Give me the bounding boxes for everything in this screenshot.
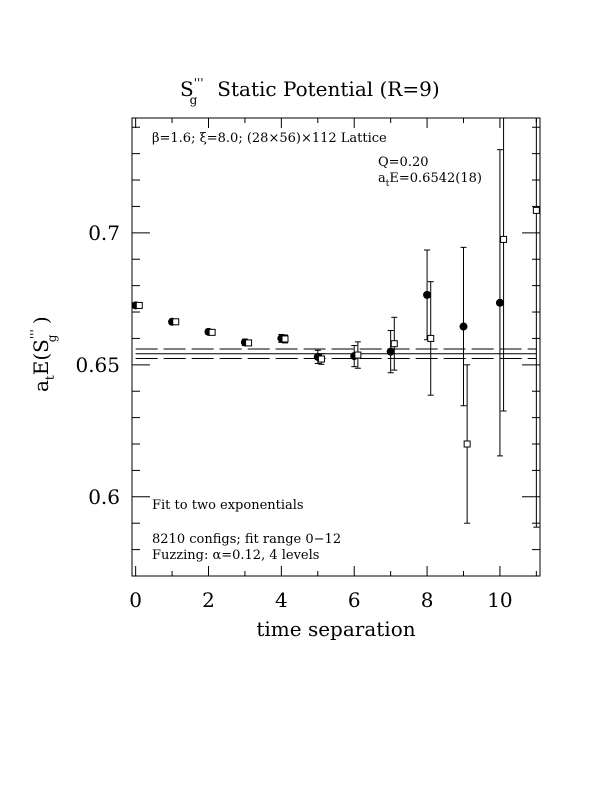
tick-labels: 0 2 4 6 8 10 0.6 0.65 0.7	[75, 221, 512, 612]
data-point-square	[281, 335, 289, 343]
data-point-square	[317, 355, 325, 363]
x-tick-label: 6	[348, 588, 361, 612]
energy-annotation: atE=0.6542(18)	[378, 171, 482, 189]
data-point-square	[208, 328, 216, 336]
fuzzing-annotation: Fuzzing: α=0.12, 4 levels	[152, 548, 319, 563]
y-tick-label: 0.7	[88, 221, 120, 245]
data-point-circle	[495, 298, 504, 307]
data-point-square	[463, 440, 471, 448]
data-point-square	[390, 340, 398, 348]
data-point-circle	[386, 347, 395, 356]
data-point-circle	[423, 290, 432, 299]
data-point-square	[427, 334, 435, 342]
y-tick-label: 0.6	[88, 485, 120, 509]
x-tick-label: 4	[275, 588, 288, 612]
y-axis-label: atE(S''' g )	[28, 316, 59, 392]
fit-annotation: Fit to two exponentials	[152, 498, 304, 513]
data-point-square	[172, 318, 180, 326]
data-point-square	[532, 206, 540, 214]
data-point-square	[135, 301, 143, 309]
x-tick-label: 10	[487, 588, 512, 612]
lattice-annotation: β=1.6; ξ=8.0; (28×56)×112 Lattice	[152, 131, 387, 146]
fit-band	[135, 348, 537, 359]
x-tick-label: 0	[129, 588, 142, 612]
plot-frame	[131, 117, 541, 577]
data-point-square	[354, 351, 362, 359]
data-point-circle	[459, 322, 468, 331]
q-annotation: Q=0.20	[378, 155, 429, 170]
x-tick-label: 2	[202, 588, 215, 612]
data-point-square	[245, 339, 253, 347]
svg-text:atE(S'''g ): atE(S''' g )	[28, 316, 59, 392]
data-point-square	[500, 235, 508, 243]
x-tick-label: 8	[421, 588, 434, 612]
chart-title: S''' g Static Potential (R=9)	[180, 76, 440, 107]
x-axis-label: time separation	[256, 617, 415, 641]
y-tick-label: 0.65	[75, 353, 120, 377]
data-marks	[132, 118, 540, 528]
configs-annotation: 8210 configs; fit range 0−12	[152, 532, 341, 547]
